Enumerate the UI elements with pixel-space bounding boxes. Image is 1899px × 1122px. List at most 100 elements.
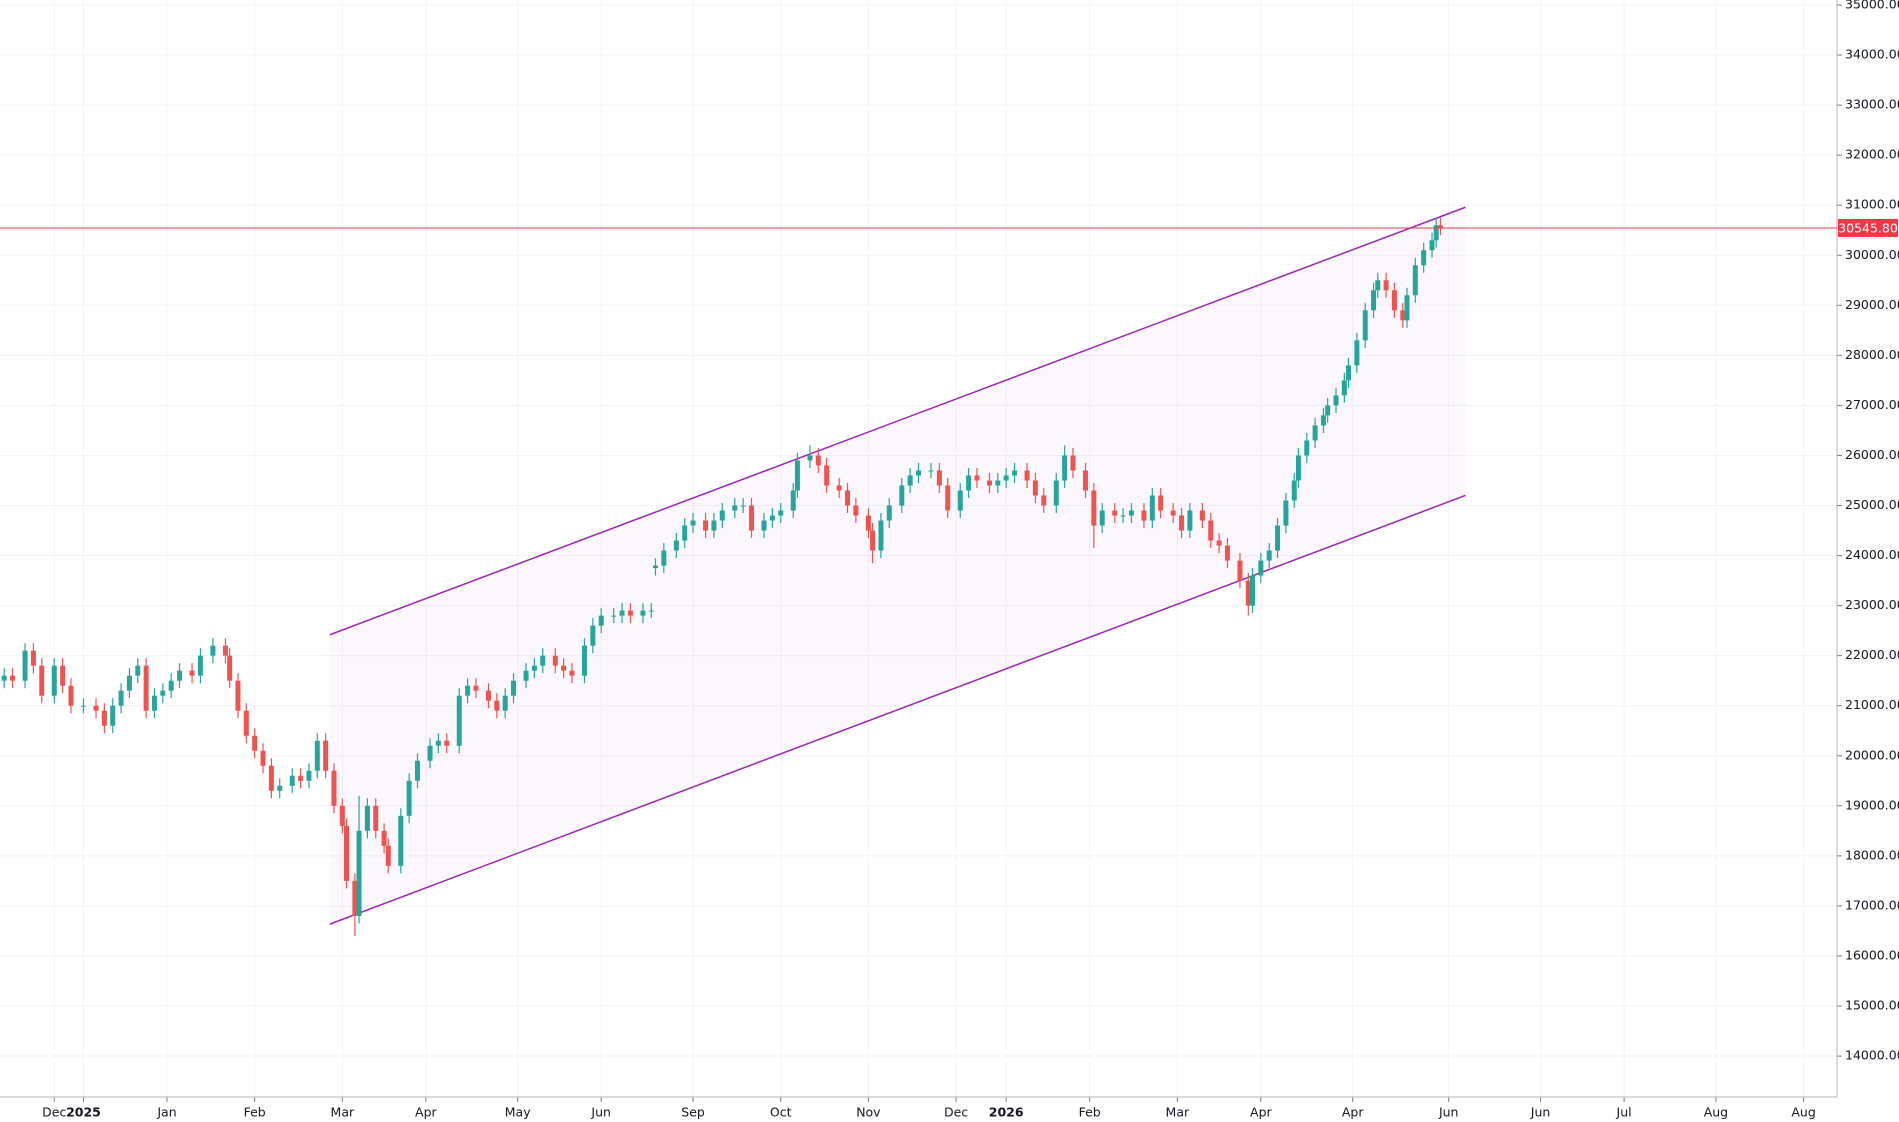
candle-body <box>1371 290 1377 311</box>
x-tick-label: Oct <box>770 1105 792 1120</box>
candle-body <box>523 670 529 681</box>
candle-body <box>907 475 913 486</box>
x-tick-label: Mar <box>1166 1105 1190 1120</box>
candle-body <box>552 655 558 666</box>
candle-body <box>344 825 350 881</box>
candle-body <box>51 665 57 696</box>
candle-body <box>582 645 587 676</box>
candle-body <box>210 645 216 656</box>
candle-body <box>1128 510 1134 516</box>
y-tick-label: 31000.00 <box>1845 197 1899 212</box>
candle-body <box>1091 490 1097 526</box>
candle-body <box>177 670 183 681</box>
candle-body <box>511 680 517 696</box>
candle-body <box>473 685 479 691</box>
candle-body <box>1375 280 1381 291</box>
candle-body <box>1391 290 1397 311</box>
candle-body <box>197 655 203 676</box>
y-tick-label: 25000.00 <box>1845 497 1899 512</box>
candle-body <box>598 615 604 626</box>
candle-body <box>1437 225 1443 228</box>
candle-body <box>385 845 391 866</box>
candle-body <box>1179 515 1185 531</box>
candle-body <box>1295 455 1301 481</box>
channel-lower-line <box>329 494 1466 925</box>
x-tick-label: Feb <box>1079 1105 1101 1120</box>
candle-body <box>289 775 295 786</box>
candle-body <box>1291 480 1297 501</box>
candle-body <box>1112 510 1118 516</box>
candle-body <box>126 675 132 691</box>
x-tick-label: Feb <box>244 1105 266 1120</box>
x-tick-label: Dec <box>944 1105 968 1120</box>
x-tick-label: Aug <box>1791 1105 1815 1120</box>
candle-body <box>151 695 157 711</box>
candle-body <box>314 740 320 771</box>
candle-body <box>1041 495 1047 506</box>
last-price-box <box>1838 218 1898 237</box>
x-tick-label: Jul <box>1616 1105 1632 1120</box>
candle-body <box>627 610 633 616</box>
x-tick-label: Dec <box>42 1105 66 1120</box>
candle-body <box>1346 365 1352 381</box>
candle-body <box>30 650 36 666</box>
x-tick-label: Mar <box>331 1105 355 1120</box>
candle-body <box>1421 250 1427 266</box>
candle-body <box>673 540 679 551</box>
y-tick-label: 24000.00 <box>1845 547 1899 562</box>
candle-body <box>986 480 992 486</box>
candle-body <box>110 705 116 726</box>
candle-body <box>485 690 491 701</box>
candle-body <box>1250 575 1255 606</box>
candle-body <box>502 695 508 711</box>
candle-body <box>899 485 905 506</box>
candle-body <box>465 685 471 696</box>
candle-body <box>648 610 654 612</box>
candle-body <box>373 805 379 831</box>
x-tick-label: 2025 <box>66 1105 101 1120</box>
candle-body <box>936 470 942 486</box>
candle-body <box>1224 545 1230 561</box>
candle-body <box>1429 240 1435 251</box>
candle-body <box>661 550 667 566</box>
y-tick-label: 26000.00 <box>1845 447 1899 462</box>
candle-body <box>845 490 851 506</box>
candle-body <box>824 465 830 486</box>
candle-body <box>569 670 575 676</box>
candle-body <box>10 675 16 681</box>
candle-body <box>611 615 617 617</box>
candle-body <box>118 690 124 706</box>
candle-body <box>682 525 688 541</box>
candle-body <box>331 770 337 806</box>
candle-body <box>1024 470 1030 481</box>
candle-body <box>995 480 1001 486</box>
candle-body <box>1199 510 1205 521</box>
candle-body <box>222 645 228 656</box>
candle-body <box>1141 510 1147 521</box>
candle-body <box>268 765 274 791</box>
candle-body <box>790 490 796 511</box>
candle-body <box>415 760 420 781</box>
candle-body <box>1216 540 1222 546</box>
candle-body <box>749 505 754 531</box>
candle-body <box>1149 495 1155 521</box>
y-tick-label: 22000.00 <box>1845 647 1899 662</box>
candle-body <box>540 655 546 666</box>
candle-body <box>1400 310 1406 321</box>
candle-body <box>364 805 370 831</box>
candle-body <box>444 740 450 746</box>
candle-body <box>227 655 233 681</box>
x-tick-label: Apr <box>415 1105 437 1120</box>
candle-body <box>561 665 567 671</box>
candle-body <box>243 710 249 736</box>
candle-body <box>945 485 951 511</box>
channel-upper-line <box>329 206 1466 636</box>
candle-body <box>1354 340 1360 366</box>
y-tick-label: 18000.00 <box>1845 847 1899 862</box>
y-tick-label: 17000.00 <box>1845 897 1899 912</box>
candle-body <box>1032 480 1038 496</box>
candle-body <box>740 505 746 507</box>
candle-body <box>690 520 696 526</box>
candle-body <box>356 830 362 916</box>
last-price-label: 30545.80 <box>1838 220 1898 235</box>
